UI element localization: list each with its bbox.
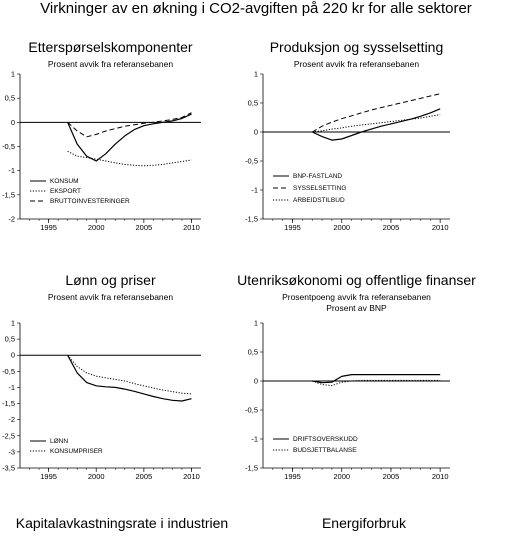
y-tick-label: -2 [8, 215, 15, 224]
x-tick-label: 1995 [40, 223, 57, 232]
legend-label: BUDSJETTBALANSE [293, 447, 357, 454]
y-tick-label: -1,5 [245, 464, 258, 473]
series-line-bnp-fastland [311, 108, 441, 141]
chart-title: Etterspørselskomponenter [28, 39, 193, 55]
chart-panel-2: Produksjon og sysselsetting Prosent avvik… [245, 39, 450, 232]
y-tick-label: 0 [11, 118, 15, 127]
y-tick-label: 1 [11, 319, 15, 328]
y-tick-label: 1 [254, 70, 258, 79]
y-tick-label: 0,5 [248, 348, 258, 357]
series-line-konsumpriser [67, 354, 192, 395]
chart-panels: Etterspørselskomponenter Prosent avvik fr… [2, 39, 476, 481]
y-tick-label: -2,5 [2, 431, 15, 440]
y-tick-label: 0,5 [5, 94, 15, 103]
series-line-eksport [67, 150, 192, 167]
x-tick-label: 1995 [284, 223, 301, 232]
y-tick-label: -1,5 [245, 215, 258, 224]
legend-label: KONSUM [50, 178, 79, 185]
bottom-title-right: Energiforbruk [322, 515, 407, 531]
chart-title: Produksjon og sysselsetting [270, 39, 444, 55]
legend-label: BNP-FASTLAND [293, 173, 342, 180]
series-line-sysselsetting [311, 93, 441, 133]
series-line-bruttoinvesteringer [67, 112, 192, 138]
legend-label: DRIFTSOVERSKUDD [293, 436, 358, 443]
x-tick-label: 2005 [383, 223, 400, 232]
x-tick-label: 2000 [88, 472, 105, 481]
y-tick-label: -3 [8, 447, 15, 456]
series-line-budsjettbalanse [312, 379, 441, 387]
y-tick-label: 1 [11, 70, 15, 79]
y-tick-label: 0 [254, 377, 258, 386]
y-tick-label: -0,5 [2, 367, 15, 376]
y-tick-label: -1 [251, 435, 258, 444]
x-tick-label: 2005 [383, 472, 400, 481]
legend-label: ARBEIDSTILBUD [293, 197, 345, 204]
y-tick-label: -0,5 [245, 157, 258, 166]
y-tick-label: 0 [11, 351, 15, 360]
y-tick-label: -0,5 [2, 142, 15, 151]
bottom-title-left: Kapitalavkastningsrate i industrien [16, 515, 228, 531]
x-tick-label: 2000 [333, 472, 350, 481]
chart-panel-3: Lønn og priser Prosent avvik fra referans… [2, 272, 201, 481]
y-tick-label: -1 [8, 166, 15, 175]
series-line-driftsoverskudd [312, 374, 441, 384]
legend-label: SYSSELSETTING [293, 185, 346, 192]
y-tick-label: -1 [8, 383, 15, 392]
x-tick-label: 2010 [432, 472, 449, 481]
chart-subtitle: Prosent avvik fra referansebanen [48, 292, 173, 302]
y-tick-label: -3,5 [2, 464, 15, 473]
x-tick-label: 2010 [432, 223, 449, 232]
legend-label: LØNN [50, 438, 68, 445]
series-line-arbeidstilbud [312, 114, 441, 133]
chart-panel-1: Etterspørselskomponenter Prosent avvik fr… [2, 39, 201, 232]
y-tick-label: 0 [254, 128, 258, 137]
x-tick-label: 2000 [88, 223, 105, 232]
x-tick-label: 2010 [183, 223, 200, 232]
x-tick-label: 1995 [284, 472, 301, 481]
chart-title: Utenriksøkonomi og offentlige finanser [237, 272, 476, 288]
chart-subtitle: Prosent avvik fra referansebanen [48, 59, 173, 69]
x-tick-label: 2000 [333, 223, 350, 232]
chart-title: Lønn og priser [65, 272, 156, 288]
page-title: Virkninger av en økning i CO2-avgiften p… [40, 0, 472, 17]
x-tick-label: 2005 [135, 223, 152, 232]
legend-label: BRUTTOINVESTERINGER [50, 198, 130, 205]
y-tick-label: 0,5 [248, 99, 258, 108]
y-tick-label: -1,5 [2, 399, 15, 408]
series-line-konsum [67, 113, 192, 162]
legend-label: EKSPORT [50, 188, 81, 195]
x-tick-label: 2010 [183, 472, 200, 481]
chart-subtitle: Prosent avvik fra referansebanen [294, 59, 419, 69]
y-tick-label: -0,5 [245, 406, 258, 415]
legend-label: KONSUMPRISER [50, 448, 103, 455]
y-tick-label: 1 [254, 319, 258, 328]
x-tick-label: 1995 [40, 472, 57, 481]
chart-panel-4: Utenriksøkonomi og offentlige finanser Pr… [237, 272, 476, 481]
y-tick-label: -1,5 [2, 190, 15, 199]
y-tick-label: -1 [251, 186, 258, 195]
chart-subtitle-2: Prosent av BNP [326, 303, 387, 313]
x-tick-label: 2005 [135, 472, 152, 481]
y-tick-label: 0,5 [5, 335, 15, 344]
y-tick-label: -2 [8, 415, 15, 424]
series-line-lønn [67, 354, 192, 402]
chart-subtitle: Prosentpoeng avvik fra referansebanen [282, 292, 431, 302]
